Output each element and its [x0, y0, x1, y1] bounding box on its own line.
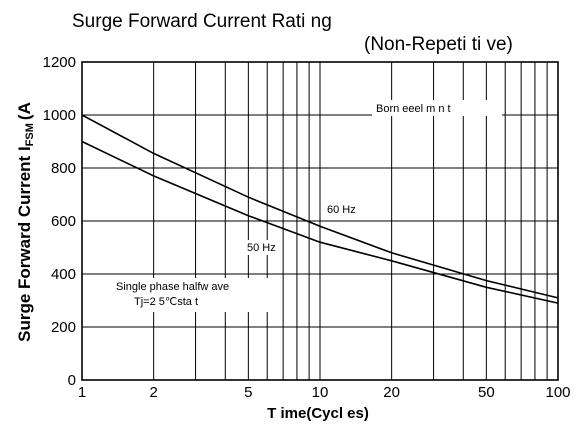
x-tick-labels: 1 2 5 10 20 50 100: [78, 384, 571, 401]
single-phase-annotation: Single phase halfw ave: [116, 281, 229, 293]
y-axis-label-unit: (A: [15, 102, 34, 120]
x-tick-label: 5: [244, 384, 252, 401]
y-axis-label-main: Surge Forward Current I: [15, 146, 34, 342]
y-axis-label: Surge Forward Current IFSM (A: [15, 102, 36, 342]
condition-label-bg: [110, 278, 275, 312]
tj-annotation: Tj=2 5℃sta t: [134, 296, 198, 308]
y-axis-label-sub: FSM: [24, 123, 36, 146]
x-tick-label: 2: [149, 384, 157, 401]
y-tick-label: 600: [51, 213, 76, 230]
grid: [82, 61, 558, 381]
x-tick-label: 50: [478, 384, 495, 401]
chart-subtitle: (Non-Repeti ti ve): [364, 34, 513, 55]
label-60hz: 60 Hz: [327, 204, 356, 216]
series-line-60hz: [81, 114, 559, 299]
born-annotation: Born eeel m n t: [376, 103, 451, 115]
label-50hz: 50 Hz: [247, 242, 276, 254]
hz60-label-bg: [324, 201, 362, 217]
x-tick-label: 100: [545, 384, 570, 401]
y-tick-label: 1000: [43, 107, 76, 124]
series-line-50hz: [81, 140, 559, 304]
x-axis-label: T ime(Cycl es): [267, 405, 369, 422]
y-tick-label: 0: [68, 372, 76, 389]
y-tick-labels: 0 200 400 600 800 1000 1200: [43, 54, 76, 389]
hz50-label-bg: [245, 240, 281, 255]
y-tick-label: 400: [51, 266, 76, 283]
y-tick-label: 800: [51, 160, 76, 177]
plot-frame: [81, 61, 559, 381]
x-tick-label: 20: [383, 384, 400, 401]
born-label-bg: [372, 100, 502, 116]
y-tick-label: 200: [51, 319, 76, 336]
chart-title: Surge Forward Current Rati ng: [72, 11, 332, 32]
x-tick-label: 10: [312, 384, 329, 401]
series-lines: [81, 114, 559, 304]
y-tick-label: 1200: [43, 54, 76, 71]
x-tick-label: 1: [78, 384, 86, 401]
